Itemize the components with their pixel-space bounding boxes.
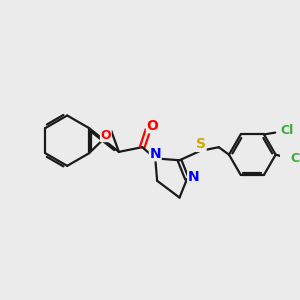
Text: O: O	[100, 129, 111, 142]
Text: N: N	[149, 147, 161, 161]
Text: S: S	[196, 137, 206, 152]
Text: Cl: Cl	[281, 124, 294, 137]
Text: O: O	[146, 119, 158, 133]
Text: Cl: Cl	[290, 152, 300, 165]
Text: N: N	[188, 170, 199, 184]
